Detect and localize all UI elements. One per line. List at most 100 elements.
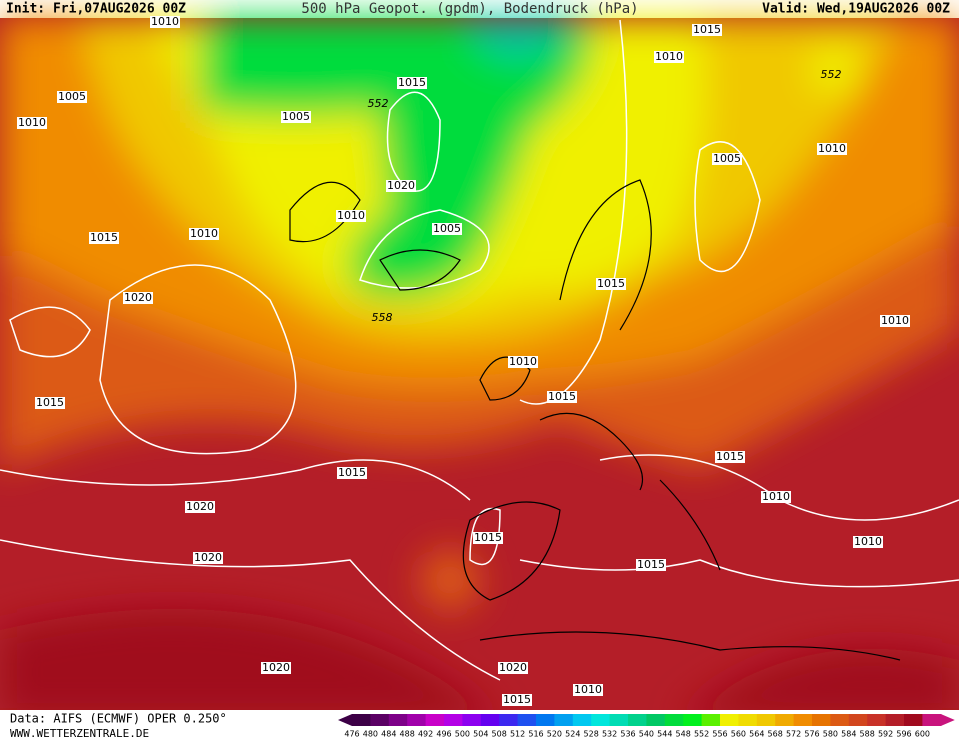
colorbar-swatch — [517, 714, 537, 726]
isobar-label: 1010 — [854, 535, 882, 548]
colorbar-swatch — [480, 714, 500, 726]
label-box — [692, 24, 722, 36]
colorbar-swatch — [793, 714, 813, 726]
isobar-label: 1015 — [597, 277, 625, 290]
isobar-label: 1015 — [548, 390, 576, 403]
colorbar-label: 500 — [455, 730, 470, 739]
colorbar-swatch — [407, 714, 427, 726]
colorbar-label: 524 — [565, 730, 580, 739]
label-box — [281, 111, 311, 123]
isobar-label: 1020 — [186, 500, 214, 513]
isobar-label: 1005 — [433, 222, 461, 235]
colorbar-swatch — [812, 714, 831, 726]
colorbar-label: 576 — [804, 730, 819, 739]
colorbar-swatch — [370, 714, 390, 726]
colorbar-label: 508 — [492, 730, 507, 739]
isobar-label: 1010 — [509, 355, 537, 368]
isobar-label: 1010 — [151, 15, 179, 28]
colorbar-label: 488 — [400, 730, 415, 739]
isobar-label: 1020 — [124, 291, 152, 304]
valid-time: Valid: Wed,19AUG2026 00Z — [762, 2, 950, 17]
colorbar-label: 572 — [786, 730, 801, 739]
label-box — [880, 315, 910, 327]
colorbar-swatch — [388, 714, 408, 726]
coastlines — [289, 179, 901, 661]
colorbar-swatch — [425, 714, 445, 726]
label-box — [336, 210, 366, 222]
isobar-label: 1020 — [262, 661, 290, 674]
label-box — [17, 117, 47, 129]
label-box — [715, 451, 745, 463]
label-box — [636, 559, 666, 571]
colorbar-swatch — [352, 714, 371, 726]
label-box — [547, 391, 577, 403]
label-box — [654, 51, 684, 63]
colorbar-swatch — [628, 714, 647, 726]
colorbar-swatch — [683, 714, 703, 726]
label-box — [123, 292, 153, 304]
isobar-label: 1020 — [194, 551, 222, 564]
colorbar-label: 580 — [823, 730, 838, 739]
contour-label: 552 — [368, 97, 389, 110]
isobar-label: 1015 — [36, 396, 64, 409]
contour-label: 552 — [821, 68, 842, 81]
colorbar-swatch — [848, 714, 868, 726]
isobar-label: 1015 — [90, 231, 118, 244]
isobar-label: 1010 — [655, 50, 683, 63]
colorbar-label: 532 — [602, 730, 617, 739]
header-bar — [0, 0, 959, 18]
label-box — [853, 536, 883, 548]
isobar-label: 1015 — [693, 23, 721, 36]
colorbar-label: 544 — [657, 730, 672, 739]
label-box — [150, 16, 180, 28]
colorbar-arrow-right — [940, 714, 955, 726]
label-box — [397, 77, 427, 89]
colorbar-label: 504 — [473, 730, 488, 739]
label-box — [712, 153, 742, 165]
label-box — [185, 501, 215, 513]
colorbar-label: 520 — [547, 730, 562, 739]
colorbar-swatch — [775, 714, 795, 726]
label-box — [386, 180, 416, 192]
label-box — [337, 467, 367, 479]
colorbar-label: 480 — [363, 730, 378, 739]
colorbar-label: 592 — [878, 730, 893, 739]
label-box — [35, 397, 65, 409]
label-box — [573, 684, 603, 696]
init-time: Init: Fri,07AUG2026 00Z — [6, 2, 186, 17]
label-box — [596, 278, 626, 290]
map-field — [0, 18, 959, 720]
label-box — [761, 491, 791, 503]
colorbar-swatch — [904, 714, 923, 726]
label-box — [498, 662, 528, 674]
isobar-label: 1010 — [190, 227, 218, 240]
colorbar-swatch — [738, 714, 758, 726]
colorbar-swatch — [444, 714, 463, 726]
colorbar-label: 548 — [676, 730, 691, 739]
colorbar-swatch — [664, 714, 684, 726]
isobar-label: 1020 — [387, 179, 415, 192]
isobar-label: 1010 — [18, 116, 46, 129]
colorbar-swatch — [609, 714, 629, 726]
colorbar-swatch — [830, 714, 850, 726]
label-box — [817, 143, 847, 155]
colorbar-label: 476 — [344, 730, 359, 739]
isobar-label: 1015 — [338, 466, 366, 479]
colorbar-label: 536 — [620, 730, 635, 739]
colorbar-swatch — [536, 714, 555, 726]
colorbar-swatch — [462, 714, 482, 726]
label-box — [89, 232, 119, 244]
data-source: Data: AIFS (ECMWF) OPER 0.250° — [10, 712, 227, 726]
colorbar-swatch — [756, 714, 776, 726]
colorbar-swatch — [885, 714, 905, 726]
colorbar-swatch — [572, 714, 592, 726]
colorbar-label: 568 — [768, 730, 783, 739]
label-box — [473, 532, 503, 544]
isobar-label: 1010 — [881, 314, 909, 327]
label-box — [261, 662, 291, 674]
colorbar-swatch — [922, 714, 942, 726]
colorbar-arrow-left — [338, 714, 352, 726]
isobar-label: 1005 — [58, 90, 86, 103]
isobar-label: 1015 — [474, 531, 502, 544]
